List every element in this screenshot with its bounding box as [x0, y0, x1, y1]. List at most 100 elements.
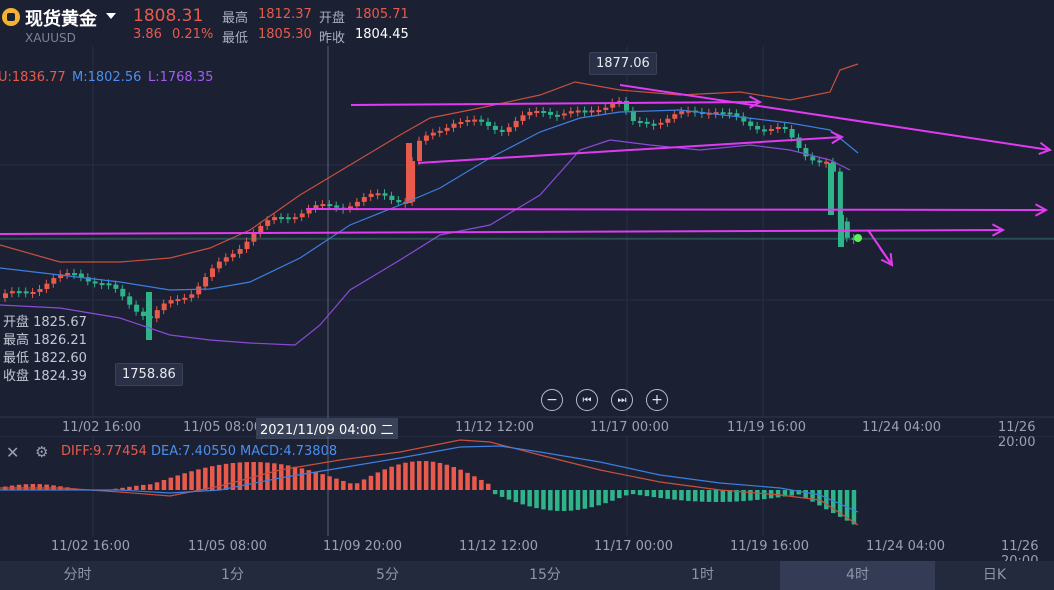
trend-arrow	[879, 247, 893, 266]
x-tick: 11/05 08:00	[183, 420, 263, 435]
candle-body	[465, 119, 471, 123]
tab-1hour[interactable]: 1时	[691, 567, 714, 583]
scroll-right-button[interactable]: ⏭	[611, 389, 633, 411]
macd-histogram-bar	[596, 490, 601, 506]
candle-body	[630, 110, 636, 122]
candle-body	[596, 110, 602, 113]
candle-body	[492, 125, 498, 130]
macd-histogram-bar	[244, 462, 249, 490]
candle-body	[828, 163, 834, 215]
macd-x-tick: 11/05 08:00	[188, 539, 268, 554]
price-change: 3.86	[133, 27, 162, 42]
candle-body	[30, 291, 36, 294]
macd-histogram-bar	[279, 464, 284, 490]
chevron-down-icon[interactable]	[106, 13, 116, 19]
candle-body	[58, 274, 64, 279]
candle-body	[713, 112, 719, 115]
candle-body	[113, 284, 119, 289]
macd-histogram-bar	[630, 490, 636, 495]
tab-15min[interactable]: 15分	[529, 567, 561, 583]
candle-body	[92, 281, 98, 284]
trend-arrow-head	[991, 223, 1006, 237]
candle-body	[803, 148, 809, 157]
zoom-out-button[interactable]: −	[541, 389, 563, 411]
tab-daily[interactable]: 日K	[982, 567, 1007, 583]
macd-histogram-bar	[127, 486, 132, 490]
tab-4hour[interactable]: 4时	[780, 561, 935, 590]
candle-body	[768, 128, 774, 131]
tab-5min[interactable]: 5分	[376, 567, 399, 583]
candle-body	[568, 111, 574, 114]
macd-histogram-bar	[154, 482, 160, 490]
scroll-left-button[interactable]: ⏮	[576, 389, 598, 411]
macd-chart[interactable]	[0, 436, 1054, 536]
macd-histogram-bar	[313, 472, 318, 490]
candle-body	[251, 233, 257, 242]
macd-histogram-bar	[472, 476, 477, 490]
macd-histogram-bar	[258, 462, 263, 490]
macd-histogram-bar	[210, 466, 215, 490]
candle-body	[127, 296, 133, 305]
candle-body	[720, 112, 726, 115]
macd-histogram-bar	[506, 490, 512, 500]
candle-body	[444, 127, 450, 131]
prev-close-value: 1804.45	[355, 27, 409, 42]
tab-fenshi[interactable]: 分时	[63, 567, 92, 583]
instrument-title[interactable]: 现货黄金	[25, 9, 97, 30]
macd-histogram-bar	[251, 462, 256, 490]
macd-histogram-bar	[775, 490, 781, 498]
candle-body	[762, 129, 767, 132]
x-tick: 11/17 00:00	[590, 420, 670, 435]
candle-body	[348, 206, 353, 209]
bb-lower-value: L:1768.35	[148, 70, 214, 85]
macd-histogram-bar	[237, 462, 243, 490]
candle-body	[451, 123, 457, 128]
gear-icon[interactable]: ⚙	[35, 443, 49, 461]
macd-histogram-bar	[561, 490, 567, 511]
trend-arrow-head	[880, 252, 894, 267]
macd-histogram-bar	[789, 490, 795, 496]
candle-body	[782, 126, 788, 130]
macd-histogram-bar	[189, 471, 194, 490]
macd-histogram-bar	[844, 490, 850, 521]
macd-histogram-bar	[147, 484, 153, 490]
macd-histogram-bar	[216, 464, 222, 490]
candle-body	[651, 123, 657, 126]
tab-1min[interactable]: 1分	[221, 567, 244, 583]
macd-histogram-bar	[693, 490, 698, 502]
macd-x-tick: 11/02 16:00	[51, 539, 131, 554]
candle-body	[410, 161, 416, 202]
macd-histogram-bar	[679, 490, 684, 501]
macd-histogram-bar	[389, 466, 394, 490]
close-indicator-icon[interactable]: ✕	[6, 443, 20, 462]
candle-body	[285, 217, 291, 220]
candle-body	[265, 220, 271, 226]
macd-histogram-bar	[299, 468, 305, 490]
candle-body	[561, 113, 567, 116]
macd-histogram-bar	[713, 490, 719, 502]
bb-upper-value: U:1836.77	[0, 70, 66, 85]
macd-histogram-bar	[699, 490, 705, 502]
macd-histogram-bar	[658, 490, 663, 499]
macd-histogram-bar	[320, 474, 325, 490]
macd-histogram-bar	[223, 463, 229, 490]
trend-arrow-head	[830, 130, 845, 145]
candle-body	[789, 129, 795, 138]
candle-body	[65, 273, 71, 276]
candle-body	[146, 292, 152, 340]
candle-body	[486, 121, 491, 126]
macd-histogram-bar	[803, 490, 808, 498]
candle-body	[748, 121, 754, 127]
macd-histogram-bar	[617, 490, 622, 499]
macd-x-tick: 11/12 12:00	[459, 539, 539, 554]
macd-histogram-bar	[423, 461, 429, 490]
macd-histogram-bar	[134, 485, 139, 490]
candlestick-chart[interactable]	[0, 46, 1054, 418]
candle-body	[161, 303, 167, 311]
candle-body	[389, 195, 395, 201]
candle-body	[3, 293, 8, 298]
candle-body	[520, 115, 526, 121]
macd-histogram-bar	[810, 490, 815, 502]
zoom-in-button[interactable]: +	[646, 389, 668, 411]
symbol-code: XAUUSD	[25, 31, 76, 45]
